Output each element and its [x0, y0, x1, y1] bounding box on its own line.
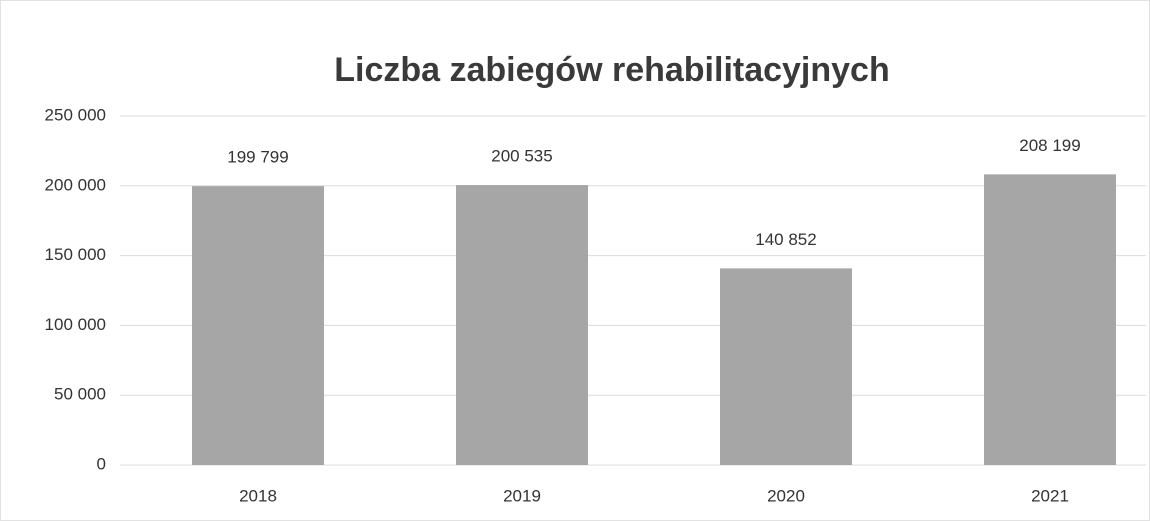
x-tick-label: 2019	[503, 486, 541, 505]
data-label: 140 852	[755, 230, 816, 249]
y-tick-label: 250 000	[45, 105, 106, 124]
bar	[192, 186, 324, 465]
bar	[984, 174, 1116, 466]
data-label: 199 799	[227, 148, 288, 167]
bar	[456, 185, 588, 465]
y-tick-label: 100 000	[45, 315, 106, 334]
bar	[720, 268, 852, 465]
x-tick-label: 2018	[239, 486, 277, 505]
y-tick-label: 200 000	[45, 175, 106, 194]
y-tick-label: 0	[97, 454, 106, 473]
x-tick-label: 2020	[767, 486, 805, 505]
data-label: 200 535	[491, 147, 552, 166]
chart-title: Liczba zabiegów rehabilitacyjnych	[334, 51, 890, 89]
y-tick-label: 150 000	[45, 245, 106, 264]
y-tick-label: 50 000	[54, 385, 106, 404]
x-tick-label: 2021	[1031, 486, 1069, 505]
data-label: 208 199	[1019, 136, 1080, 155]
